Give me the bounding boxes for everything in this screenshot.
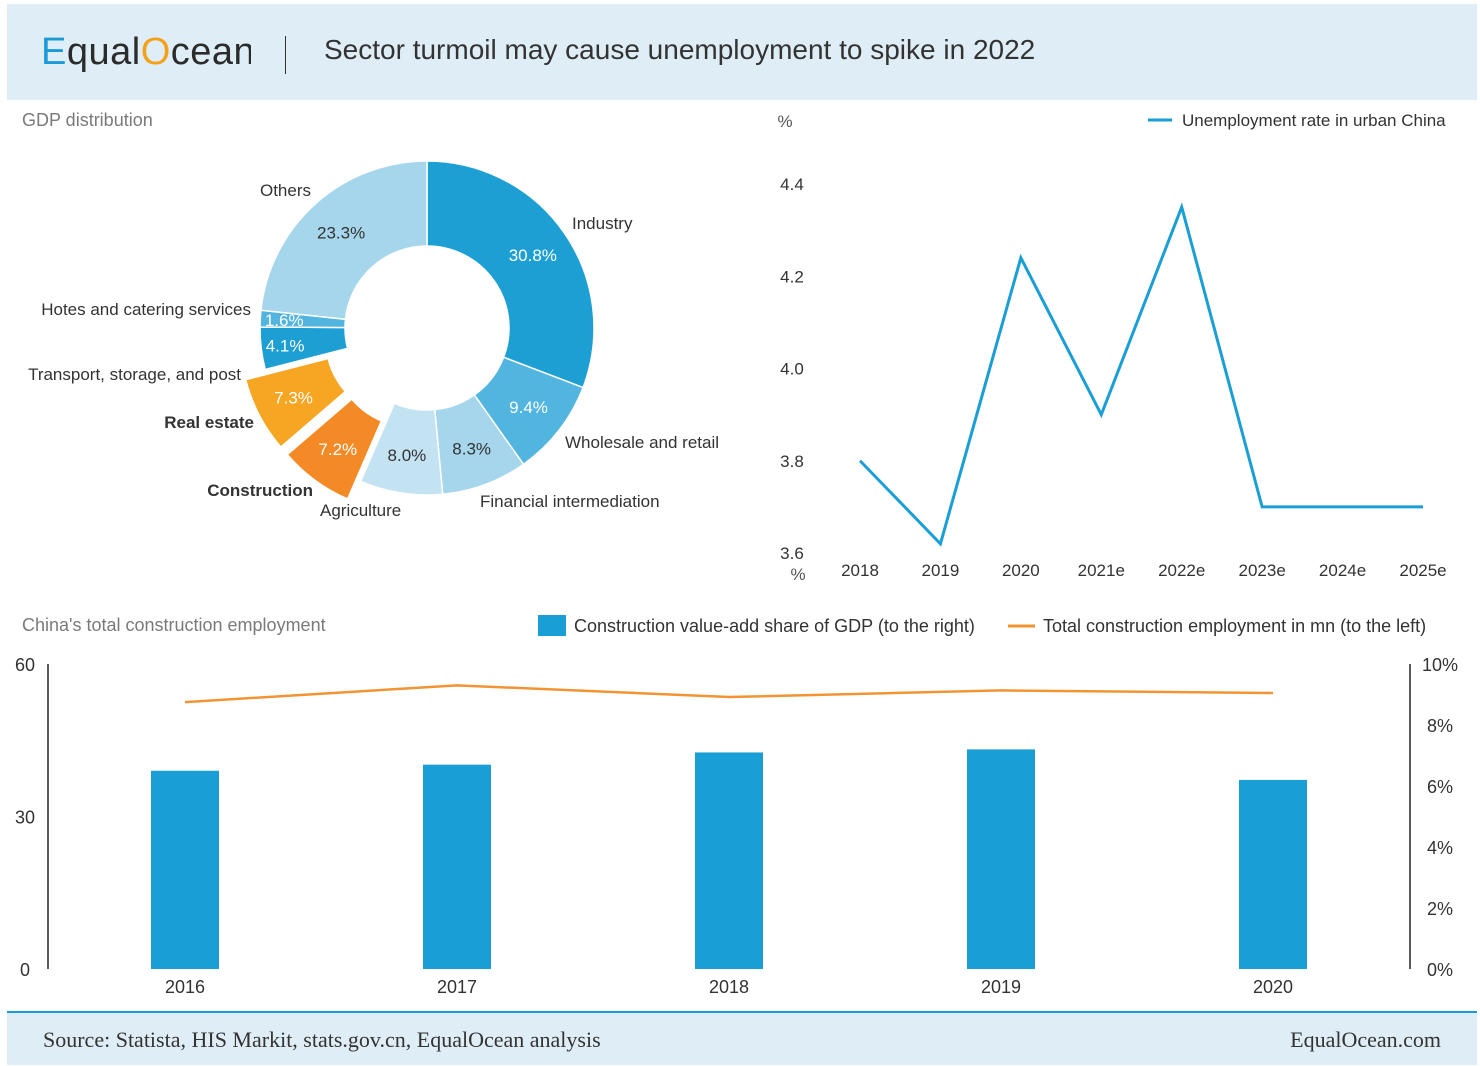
y-tick-label: 3.6 [780, 544, 804, 563]
y-unit-label: % [777, 112, 792, 131]
pie-slice [244, 357, 347, 449]
x-tick-label: 2023e [1239, 561, 1286, 580]
right-tick-label: 0% [1427, 960, 1453, 980]
pie-value-label: 8.0% [388, 446, 427, 465]
pie-chart-title: GDP distribution [22, 110, 153, 130]
left-tick-label: 60 [15, 655, 35, 675]
right-tick-label: 2% [1427, 899, 1453, 919]
x-tick-label: 2025e [1399, 561, 1446, 580]
svg-text:EqualOcean: EqualOcean [41, 31, 251, 73]
brand-logo[interactable]: EqualOcean [41, 30, 255, 84]
pie-category-label: Wholesale and retail [565, 433, 719, 452]
x-tick-label: 2018 [841, 561, 879, 580]
pie-category-label: Transport, storage, and post [28, 365, 241, 384]
pie-value-label: 7.2% [318, 440, 357, 459]
site-link[interactable]: EqualOcean.com [1290, 1027, 1441, 1052]
pie-category-label: Real estate [164, 413, 254, 432]
y-tick-label: 4.4 [780, 175, 804, 194]
unemployment-series-line [858, 202, 1423, 547]
pie-slice [426, 160, 595, 389]
pie-slice [286, 398, 383, 500]
employment-series-line [184, 684, 1274, 704]
header-divider [285, 36, 286, 74]
legend-bar-swatch [538, 615, 566, 636]
pie-category-label: Agriculture [320, 501, 401, 520]
pie-value-label: 7.3% [274, 389, 313, 408]
pie-slice [260, 160, 428, 321]
construction-share-bar [151, 770, 219, 969]
legend-bar-label: Construction value-add share of GDP (to … [574, 616, 975, 636]
bar-chart-title: China's total construction employment [22, 615, 326, 635]
left-tick-label: 0 [20, 960, 30, 980]
x-tick-label: 2024e [1319, 561, 1366, 580]
y-unit-label: % [790, 565, 805, 584]
x-tick-label: 2020 [1253, 977, 1293, 997]
y-tick-label: 4.0 [780, 360, 804, 379]
legend-line-label: Total construction employment in mn (to … [1043, 616, 1426, 636]
right-tick-label: 4% [1427, 838, 1453, 858]
pie-category-label: Hotes and catering services [41, 300, 251, 319]
x-tick-label: 2021e [1078, 561, 1125, 580]
pie-value-label: 8.3% [452, 439, 491, 458]
x-tick-label: 2016 [165, 977, 205, 997]
pie-category-label: Financial intermediation [480, 492, 660, 511]
pie-slice [359, 402, 444, 496]
y-tick-label: 3.8 [780, 452, 804, 471]
construction-share-bar [423, 764, 491, 969]
header-banner: EqualOcean Sector turmoil may cause unem… [7, 4, 1477, 100]
x-tick-label: 2022e [1158, 561, 1205, 580]
pie-category-label: Others [260, 181, 311, 200]
logo-mark: EqualOcean [41, 31, 255, 73]
construction-bar-chart: 60 30 0 10% 8% 6% 4% 2% 0% 2016 2017 2018 2019 2020 Co… [15, 615, 1458, 997]
x-tick-label: 2019 [981, 977, 1021, 997]
left-tick-label: 30 [15, 808, 35, 828]
right-tick-label: 10% [1422, 655, 1458, 675]
construction-share-bar [1239, 779, 1307, 969]
page-title: Sector turmoil may cause unemployment to… [324, 34, 1036, 65]
y-tick-label: 4.2 [780, 267, 804, 286]
source-note: Source: Statista, HIS Markit, stats.gov.… [43, 1027, 601, 1052]
x-tick-label: 2019 [922, 561, 960, 580]
pie-value-label: 1.6% [265, 311, 304, 330]
pie-value-label: 9.4% [509, 398, 548, 417]
pie-value-label: 4.1% [266, 336, 305, 355]
unemployment-line-chart: %% 4.4 4.2 4.0 3.8 3.6 2018 2019 2020 2021e 2022e 2… [777, 111, 1446, 584]
pie-category-label: Industry [572, 214, 633, 233]
footer-banner: Source: Statista, HIS Markit, stats.gov.… [7, 1011, 1477, 1065]
gdp-donut-chart: 30.8% Industry 9.4% Wholesale and retail 8.3… [28, 160, 719, 520]
right-tick-label: 8% [1427, 716, 1453, 736]
x-tick-label: 2020 [1002, 561, 1040, 580]
pie-value-label: 23.3% [317, 223, 365, 242]
legend-label: Unemployment rate in urban China [1182, 111, 1446, 130]
pie-value-label: 30.8% [509, 246, 557, 265]
right-tick-label: 6% [1427, 777, 1453, 797]
x-tick-label: 2017 [437, 977, 477, 997]
pie-category-label: Construction [207, 481, 313, 500]
construction-share-bar [967, 749, 1035, 969]
x-tick-label: 2018 [709, 977, 749, 997]
construction-share-bar [695, 752, 763, 969]
